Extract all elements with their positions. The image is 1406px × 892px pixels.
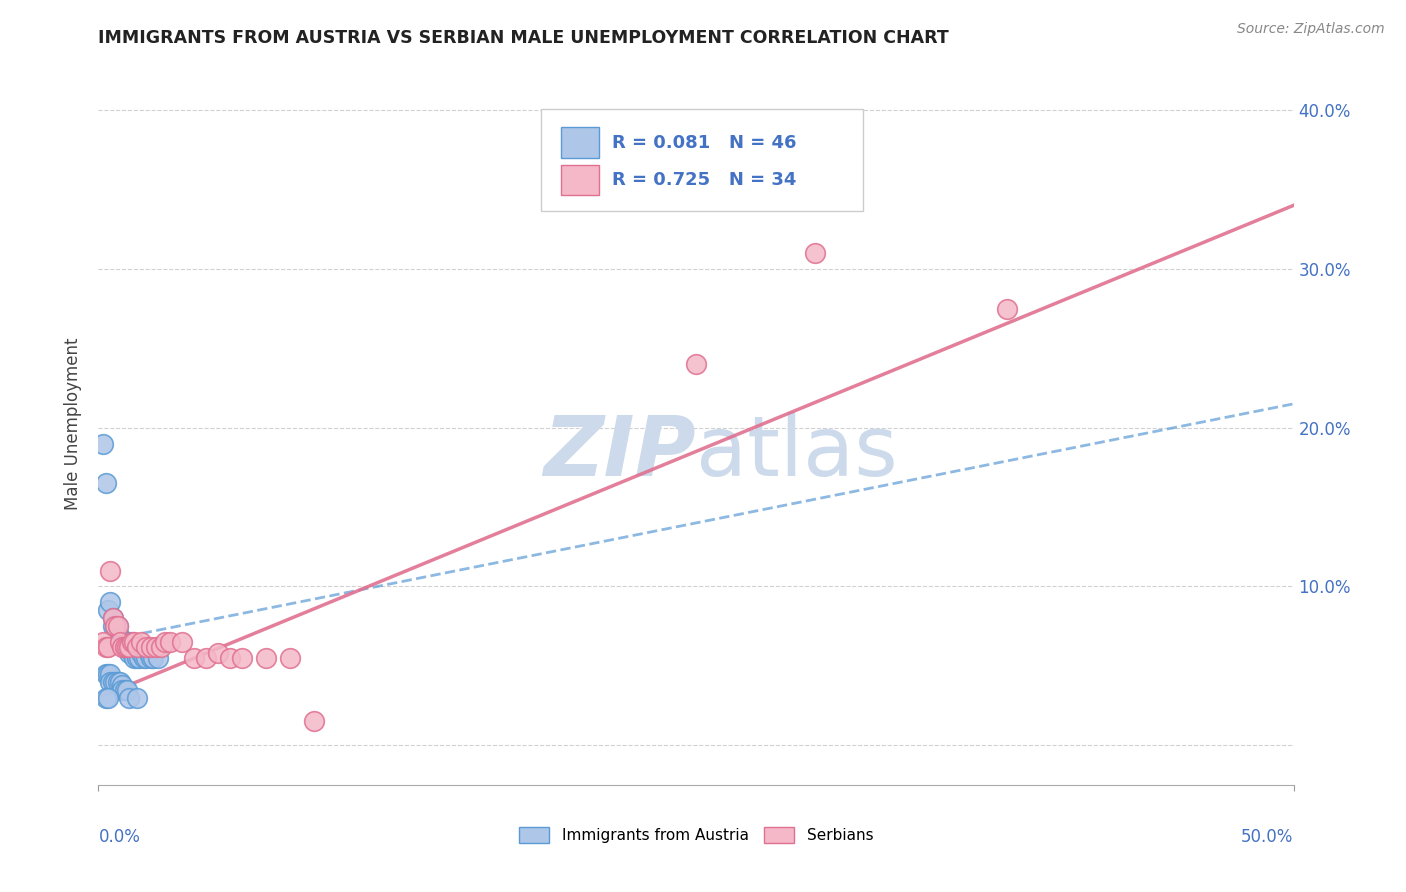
- Point: [125, 651, 148, 665]
- Point: [107, 619, 129, 633]
- Bar: [561, 165, 599, 195]
- Text: R = 0.081   N = 46: R = 0.081 N = 46: [613, 134, 797, 152]
- Text: R = 0.725   N = 34: R = 0.725 N = 34: [613, 171, 797, 189]
- Point: [121, 646, 143, 660]
- Point: [97, 690, 120, 705]
- Point: [995, 301, 1018, 316]
- Point: [159, 635, 181, 649]
- Point: [94, 640, 117, 654]
- Point: [125, 640, 148, 654]
- Point: [139, 651, 162, 665]
- Point: [142, 651, 165, 665]
- Point: [125, 690, 148, 705]
- Point: [135, 651, 157, 665]
- Bar: [561, 128, 599, 158]
- Point: [98, 595, 122, 609]
- Point: [114, 682, 136, 697]
- Point: [97, 666, 120, 681]
- Point: [219, 651, 242, 665]
- Point: [101, 611, 124, 625]
- Point: [231, 651, 253, 665]
- Point: [138, 646, 160, 660]
- Point: [172, 635, 194, 649]
- Point: [118, 646, 141, 660]
- Point: [94, 476, 117, 491]
- Point: [98, 564, 122, 578]
- Point: [108, 630, 131, 644]
- Point: [101, 611, 124, 625]
- Point: [135, 640, 157, 654]
- Text: ZIP: ZIP: [543, 412, 696, 493]
- Point: [139, 640, 162, 654]
- Point: [148, 651, 170, 665]
- Point: [118, 640, 141, 654]
- Point: [98, 666, 122, 681]
- Point: [115, 635, 138, 649]
- Text: 50.0%: 50.0%: [1241, 829, 1294, 847]
- Point: [115, 640, 138, 654]
- Point: [121, 635, 143, 649]
- Point: [115, 682, 138, 697]
- Point: [685, 357, 707, 371]
- Point: [101, 674, 124, 689]
- Point: [111, 682, 134, 697]
- Point: [145, 640, 167, 654]
- Text: atlas: atlas: [696, 412, 897, 493]
- Point: [111, 635, 134, 649]
- Point: [107, 619, 129, 633]
- Point: [94, 666, 117, 681]
- Point: [111, 640, 134, 654]
- Point: [111, 635, 134, 649]
- Point: [131, 635, 153, 649]
- Point: [131, 646, 153, 660]
- Point: [97, 640, 120, 654]
- Text: Source: ZipAtlas.com: Source: ZipAtlas.com: [1237, 22, 1385, 37]
- Point: [254, 651, 277, 665]
- Point: [195, 651, 218, 665]
- FancyBboxPatch shape: [541, 110, 863, 211]
- Point: [149, 640, 172, 654]
- Point: [207, 646, 229, 660]
- Point: [124, 651, 146, 665]
- Point: [97, 603, 120, 617]
- Point: [108, 674, 131, 689]
- Point: [183, 651, 205, 665]
- Point: [128, 651, 150, 665]
- Point: [91, 436, 114, 450]
- Point: [94, 690, 117, 705]
- Point: [101, 619, 124, 633]
- Point: [111, 678, 134, 692]
- Point: [104, 619, 127, 633]
- Point: [155, 635, 177, 649]
- Point: [108, 635, 131, 649]
- Point: [104, 619, 127, 633]
- Point: [114, 640, 136, 654]
- Point: [124, 635, 146, 649]
- Point: [118, 640, 141, 654]
- Point: [104, 674, 127, 689]
- Point: [124, 646, 146, 660]
- Point: [118, 690, 141, 705]
- Y-axis label: Male Unemployment: Male Unemployment: [65, 337, 83, 510]
- Point: [91, 635, 114, 649]
- Point: [108, 635, 131, 649]
- Point: [114, 640, 136, 654]
- Point: [278, 651, 301, 665]
- Point: [114, 635, 136, 649]
- Point: [804, 246, 827, 260]
- Point: [107, 674, 129, 689]
- Point: [302, 714, 325, 729]
- Point: [115, 640, 138, 654]
- Text: IMMIGRANTS FROM AUSTRIA VS SERBIAN MALE UNEMPLOYMENT CORRELATION CHART: IMMIGRANTS FROM AUSTRIA VS SERBIAN MALE …: [98, 29, 949, 47]
- Point: [98, 674, 122, 689]
- Point: [132, 651, 155, 665]
- Text: 0.0%: 0.0%: [98, 829, 141, 847]
- Legend: Immigrants from Austria, Serbians: Immigrants from Austria, Serbians: [513, 821, 879, 849]
